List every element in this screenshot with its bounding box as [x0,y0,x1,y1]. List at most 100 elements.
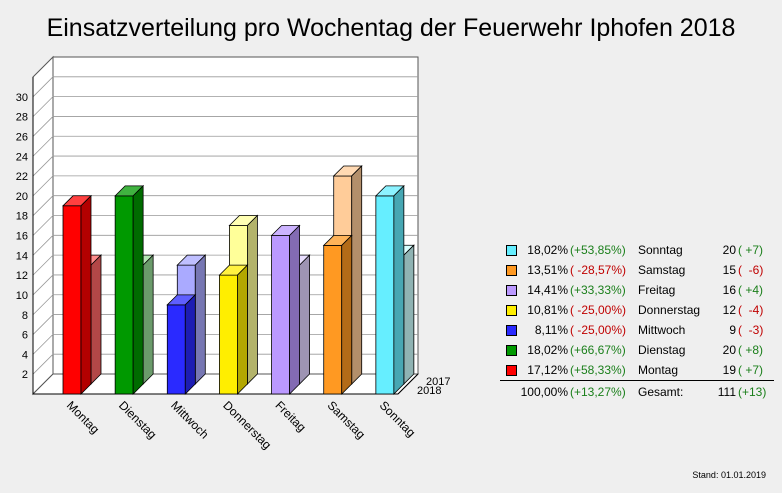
legend-count: 16 [722,283,736,297]
bar-2018-side [237,264,248,395]
legend-delta: ( +4) [738,283,764,297]
depth-axis [397,373,419,395]
bar-2017-side [142,254,154,385]
legend-swatch [506,365,517,376]
y-tick-label: 6 [22,330,28,342]
legend-percent: 14,41% [527,283,568,297]
legend-count: 20 [722,343,736,357]
y-tick-label: 16 [16,231,28,243]
gridline [32,195,418,216]
legend-swatch [506,285,517,296]
legend-change: (+53,85%) [570,243,626,257]
bar-2017-side [299,254,310,385]
legend-change: (+33,33%) [570,283,626,297]
legend-day: Dienstag [638,343,686,357]
chart-title: Einsatzverteilung pro Wochentag der Feue… [46,14,736,42]
x-tick-label: Freitag [272,398,308,434]
legend-change: ( -25,00%) [570,323,627,337]
gridline [32,135,418,157]
x-tick-label: Montag [64,398,102,436]
bar-2017-side [351,165,363,385]
total-label: Gesamt: [638,385,684,399]
legend-count: 12 [722,303,736,317]
y-tick-label: 2 [22,369,28,381]
x-tick-label: Dienstag [116,398,159,441]
y-tick-label: 8 [22,310,28,322]
legend-swatch [506,345,517,356]
legend-swatch [506,265,517,276]
bar-2017-side [90,254,102,385]
legend-day: Montag [638,363,679,377]
legend-day: Sonntag [638,243,683,257]
legend-day: Samstag [638,263,686,277]
legend-percent: 18,02% [527,243,568,257]
gridline [32,155,418,177]
y-tick-label: 4 [22,349,28,361]
bar-2018-front [166,304,186,395]
bar-2018-side [393,184,405,395]
y-tick-label: 14 [16,250,28,262]
total-change: (+13,27%) [570,385,626,399]
gridline [32,76,418,98]
x-tick-label: Samstag [325,398,368,441]
x-tick-label: Mittwoch [168,398,211,441]
series-label-2017: 2017 [426,376,450,388]
legend-delta: ( -3) [738,323,764,337]
gridline [32,96,418,117]
legend-percent: 13,51% [527,263,568,277]
legend-change: (+58,33%) [570,363,626,377]
legend-row: 17,12% (+58,33%) Montag 19( +7) [500,361,775,381]
bar-2018-front [323,245,343,395]
gridline [32,116,418,137]
legend-delta: ( +8) [738,343,764,357]
legend-swatch [506,305,517,316]
bar-2018-front [62,205,82,395]
gridline [32,215,418,236]
legend-row: 13,51%( -28,57%) Samstag 15( -6) [500,261,775,281]
series-label-2018: 2018 [417,385,441,397]
legend-delta: ( -4) [738,303,764,317]
legend-percent: 17,12% [527,363,568,377]
x-tick-label: Donnerstag [220,398,274,452]
bar-2018-side [341,234,353,395]
bar-2018-front [114,195,134,395]
bar-2018-front [271,235,290,395]
bar-2018-side [80,194,92,395]
y-tick-label: 22 [16,171,28,183]
legend-delta: ( -6) [738,263,764,277]
legend-percent: 18,02% [527,343,568,357]
bar-2017-side [247,214,258,385]
legend-delta: ( +7) [738,363,764,377]
legend-change: (+66,67%) [570,343,626,357]
bar-2018-side [289,224,300,395]
y-tick-label: 26 [16,131,28,143]
bar-2017-side [194,254,206,385]
legend-row: 8,11%( -25,00%) Mittwoch 9( -3) [500,321,775,341]
total-count: 111 [717,385,736,399]
bar-2018-side [132,184,144,395]
gridline [32,175,418,197]
y-tick-label: 30 [16,92,28,104]
legend-day: Mittwoch [638,323,686,337]
legend-percent: 10,81% [527,303,568,317]
bar-2018-front [375,195,395,395]
y-tick-label: 18 [16,211,28,223]
y-tick-label: 20 [16,191,28,203]
legend-swatch [506,245,517,256]
stand-date: Stand: 01.01.2019 [692,470,766,480]
y-tick-label: 10 [16,290,28,302]
y-tick-label: 24 [16,151,28,163]
legend-count: 9 [729,323,736,337]
legend-delta: ( +7) [738,243,764,257]
legend-total-row: 100,00% (+13,27%) Gesamt: 111 (+13) [500,383,775,403]
legend-day: Donnerstag [638,303,701,317]
legend-row: 18,02% (+66,67%) Dienstag 20( +8) [500,341,775,361]
legend-swatch [506,325,517,336]
legend-percent: 8,11% [534,323,568,337]
legend-row: 14,41% (+33,33%) Freitag 16( +4) [500,281,775,301]
legend-row: 18,02% (+53,85%) Sonntag 20( +7) [500,241,775,261]
legend-count: 15 [722,263,736,277]
y-tick-label: 28 [16,112,28,124]
bar-2018-side [184,293,196,395]
